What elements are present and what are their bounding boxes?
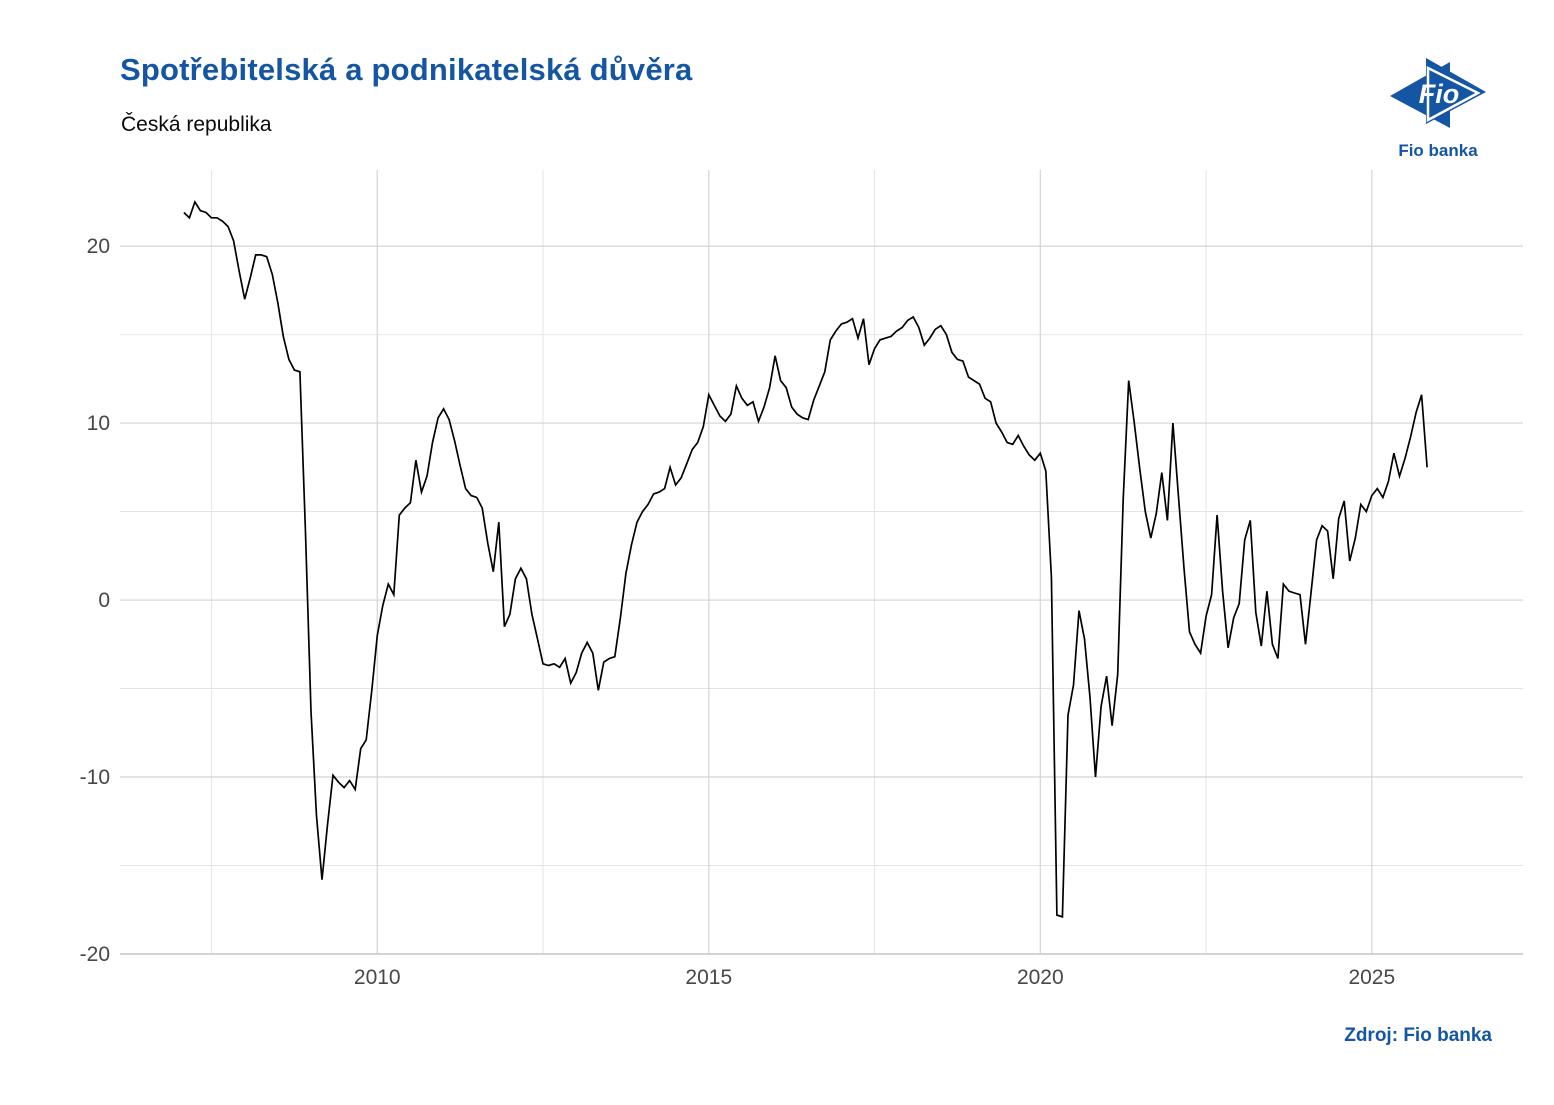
- x-tick-label: 2010: [354, 966, 401, 989]
- y-tick-label: -10: [80, 766, 110, 789]
- logo-text: Fio: [1419, 79, 1460, 109]
- y-tick-label: 0: [98, 589, 110, 612]
- y-tick-label: 20: [87, 235, 110, 258]
- x-tick-label: 2015: [685, 966, 732, 989]
- x-tick-label: 2025: [1348, 966, 1395, 989]
- y-tick-label: 10: [87, 412, 110, 435]
- source-label: Zdroj: Fio banka: [1344, 1025, 1492, 1046]
- logo-caption: Fio banka: [1398, 141, 1478, 160]
- logo-inner-triangle: [1426, 65, 1481, 123]
- fio-logo: Fio Fio banka: [1380, 52, 1496, 161]
- x-tick-label: 2020: [1017, 966, 1064, 989]
- page-title: Spotřebitelská a podnikatelská důvěra: [120, 52, 693, 87]
- y-tick-label: -20: [80, 943, 110, 966]
- confidence-series-line: [183, 199, 1428, 918]
- fio-logo-icon: Fio: [1390, 58, 1486, 128]
- page-subtitle: Česká republika: [121, 113, 272, 136]
